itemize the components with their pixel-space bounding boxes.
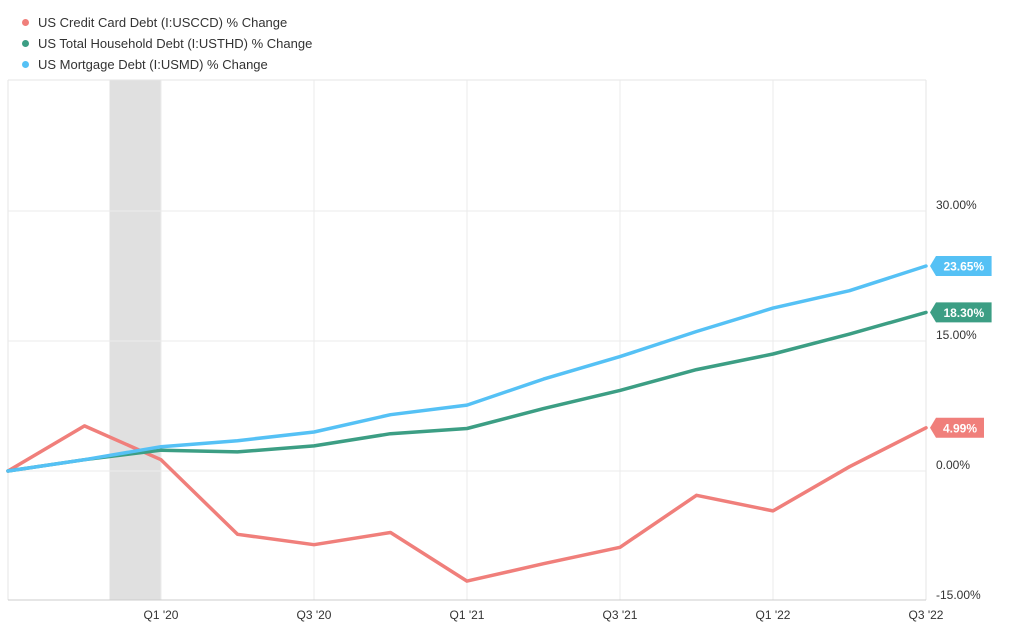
shaded-region <box>109 80 161 600</box>
series-line-0 <box>6 424 928 583</box>
legend-item-household[interactable]: US Total Household Debt (I:USTHD) % Chan… <box>22 33 312 54</box>
legend-marker <box>22 61 29 68</box>
legend-item-credit-card[interactable]: US Credit Card Debt (I:USCCD) % Change <box>22 12 312 33</box>
y-axis-group: 30.00% 15.00% 0.00% -15.00% <box>936 198 981 602</box>
end-value-label: 18.30% <box>943 306 984 320</box>
x-tick-label: Q3 '21 <box>603 608 638 622</box>
x-axis-group: Q1 '20 Q3 '20 Q1 '21 Q3 '21 Q1 '22 Q3 '22 <box>144 608 944 622</box>
series-lines-group <box>6 264 928 583</box>
x-tick-label: Q3 '20 <box>297 608 332 622</box>
plot-frame-group <box>7 79 927 601</box>
x-tick-label: Q3 '22 <box>909 608 944 622</box>
series-line-1 <box>6 310 928 473</box>
legend-marker <box>22 19 29 26</box>
y-tick-label: -15.00% <box>936 588 981 602</box>
legend-label: US Total Household Debt (I:USTHD) % Chan… <box>38 36 313 51</box>
y-tick-label: 15.00% <box>936 328 977 342</box>
end-value-badge <box>930 302 992 323</box>
legend-item-mortgage[interactable]: US Mortgage Debt (I:USMD) % Change <box>22 54 312 75</box>
grid-group <box>8 80 927 600</box>
end-labels-group: 4.99% 18.30% 23.65% <box>930 256 992 438</box>
shaded-region-group <box>109 80 161 600</box>
x-tick-label: Q1 '21 <box>450 608 485 622</box>
legend-label: US Credit Card Debt (I:USCCD) % Change <box>38 15 288 30</box>
legend-marker <box>22 40 29 47</box>
x-tick-label: Q1 '20 <box>144 608 179 622</box>
end-value-label: 23.65% <box>943 260 984 274</box>
end-value-badge <box>930 256 992 277</box>
x-tick-label: Q1 '22 <box>756 608 791 622</box>
chart-legend: US Credit Card Debt (I:USCCD) % Change U… <box>22 12 312 75</box>
end-value-label: 4.99% <box>943 421 977 435</box>
series-line-2 <box>6 264 928 473</box>
legend-label: US Mortgage Debt (I:USMD) % Change <box>38 57 268 72</box>
y-tick-label: 30.00% <box>936 198 977 212</box>
y-tick-label: 0.00% <box>936 458 970 472</box>
end-value-badge <box>930 417 984 438</box>
